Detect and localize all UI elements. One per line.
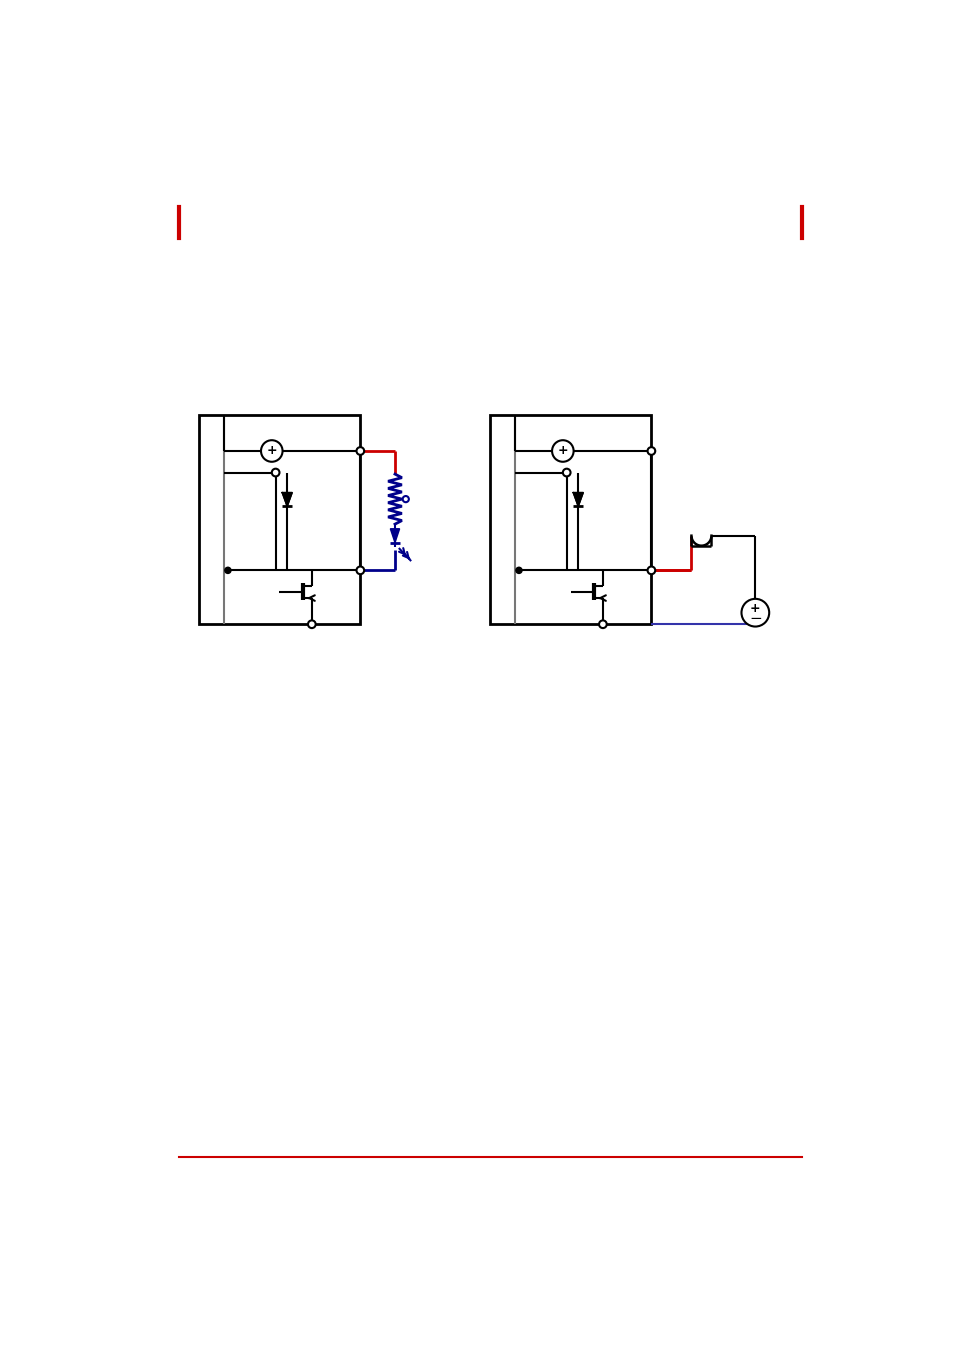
Circle shape [356, 448, 364, 454]
Text: +: + [266, 445, 276, 457]
Polygon shape [282, 492, 292, 507]
Circle shape [402, 496, 409, 502]
Circle shape [598, 621, 606, 629]
Circle shape [272, 469, 279, 476]
Bar [489, 415, 651, 625]
Circle shape [225, 568, 231, 573]
Text: −: − [748, 611, 760, 626]
Circle shape [552, 441, 573, 462]
Circle shape [516, 568, 521, 573]
Bar [198, 415, 360, 625]
Text: +: + [557, 445, 568, 457]
Circle shape [740, 599, 768, 626]
Circle shape [647, 566, 655, 575]
Text: +: + [749, 602, 760, 615]
Circle shape [562, 469, 570, 476]
Circle shape [647, 448, 655, 454]
Circle shape [356, 566, 364, 575]
Polygon shape [390, 529, 399, 542]
Circle shape [308, 621, 315, 629]
Polygon shape [573, 492, 582, 507]
Circle shape [261, 441, 282, 462]
